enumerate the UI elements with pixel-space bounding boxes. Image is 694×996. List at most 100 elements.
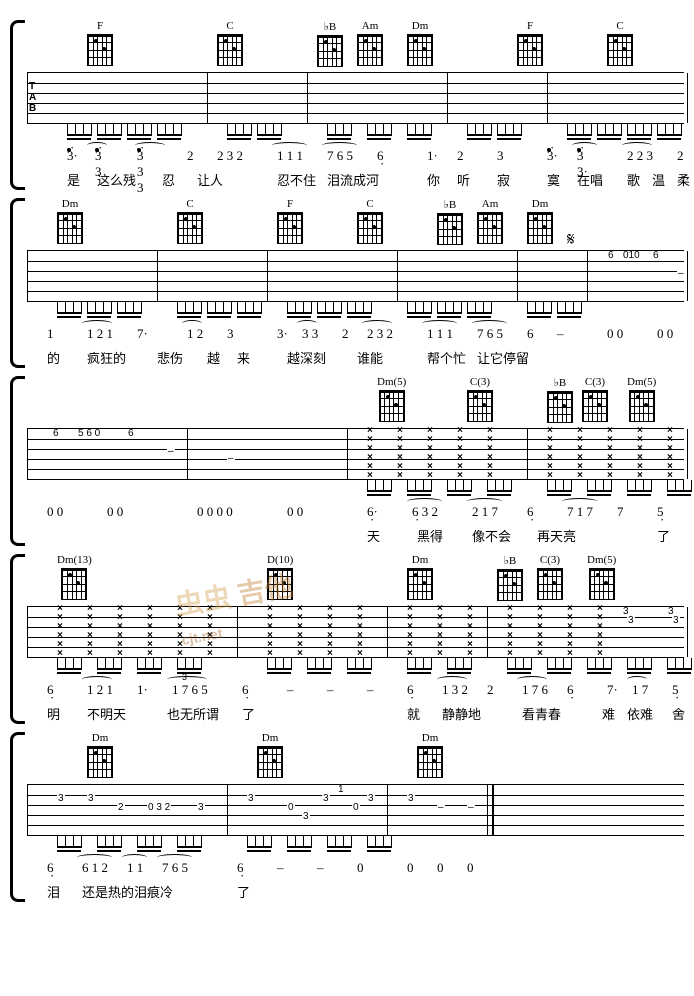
lyric: 黑得: [417, 526, 443, 545]
chord-name: Dm(13): [57, 554, 92, 566]
notation-num: 6: [47, 860, 54, 876]
chord-grid: [437, 213, 463, 245]
lyric: 这么残: [97, 170, 136, 189]
segno: 𝄋: [567, 229, 575, 250]
lyric: 疯狂的: [87, 348, 126, 367]
chord-grid: [257, 746, 283, 778]
tie: [82, 676, 112, 683]
notation-num: 0: [357, 860, 364, 876]
chord-diagram: Am: [477, 198, 503, 244]
chord-name: Dm: [532, 198, 549, 210]
tab-note: 3: [302, 812, 310, 822]
chord-grid: [417, 746, 443, 778]
chord-grid: [547, 391, 573, 423]
lyric: 你: [427, 170, 440, 189]
notation-num: 2: [342, 326, 349, 342]
chord-diagram: F: [517, 20, 543, 66]
lyric: 难: [602, 704, 615, 723]
chord-name: Dm: [412, 20, 429, 32]
chord-name: C: [186, 198, 193, 210]
chord-diagram: Dm: [527, 198, 553, 244]
tab-note: 3: [627, 616, 635, 626]
lyric: 泪流成河: [327, 170, 379, 189]
lyric: 越: [207, 348, 220, 367]
notation-num: 7·: [607, 682, 618, 698]
chord-diagram: Dm(5): [377, 376, 406, 422]
notation-num: 6: [242, 682, 249, 698]
notation-num: 6: [47, 682, 54, 698]
chord-diagram: C(3): [582, 376, 608, 422]
notation-num: –: [277, 860, 284, 876]
notation-num: 3·: [547, 148, 551, 152]
notation-num: 7 1 7: [567, 504, 593, 520]
notation-num: 5: [672, 682, 679, 698]
chord-diagram: ♭B: [547, 376, 573, 423]
tab-note: 3: [57, 794, 65, 804]
notation-num: 6·: [367, 504, 378, 520]
tab-note: 0 3 2: [147, 803, 171, 813]
notation-num: 1 7 6 5: [172, 682, 208, 698]
notation-num: 1 7 6: [522, 682, 548, 698]
chord-diagram: ♭B: [317, 20, 343, 67]
lyric: 依难: [627, 704, 653, 723]
tie: [437, 676, 467, 683]
lyric: 不明天: [87, 704, 126, 723]
chord-grid: [379, 390, 405, 422]
tie: [407, 498, 442, 505]
lyric: 还是热的泪痕冷: [82, 882, 173, 901]
chord-grid: [277, 212, 303, 244]
chord-diagram: Dm: [407, 20, 433, 66]
notation-num: 2: [187, 148, 194, 164]
lyric: 悲伤: [157, 348, 183, 367]
notation-num: 0 0: [47, 504, 63, 520]
tab-note: 6: [652, 251, 660, 261]
lyric-row: 的疯狂的悲伤越来越深刻谁能帮个忙让它停留: [27, 348, 684, 368]
notation-num: 0: [467, 860, 474, 876]
chord-grid: [57, 212, 83, 244]
lyric: 了: [242, 704, 255, 723]
tab-staff: 60106–𝄋: [27, 250, 684, 302]
tie: [122, 854, 147, 861]
notation-num: 1 7: [632, 682, 648, 698]
chord-row: F C ♭B Am Dm F C: [27, 20, 684, 70]
lyric: 天: [367, 526, 380, 545]
chord-grid: [582, 390, 608, 422]
notation-num: 6 1 2: [82, 860, 108, 876]
chord-name: Dm: [62, 198, 79, 210]
tab-note: 6: [127, 429, 135, 439]
lyric: 在唱: [577, 170, 603, 189]
chord-diagram: Dm(5): [587, 554, 616, 600]
chord-row: Dm Dm Dm: [27, 732, 684, 782]
chord-name: Dm: [92, 732, 109, 744]
tie: [422, 320, 457, 327]
chord-diagram: C: [607, 20, 633, 66]
tie: [517, 676, 547, 683]
chord-name: F: [287, 198, 293, 210]
lyric: 忍: [162, 170, 175, 189]
notation-num: –: [367, 682, 374, 698]
chord-grid: [177, 212, 203, 244]
chord-diagram: Dm: [57, 198, 83, 244]
notation-num: 6: [407, 682, 414, 698]
chord-grid: [217, 34, 243, 66]
tie: [572, 142, 597, 149]
notation-num: 2 3 2: [217, 148, 243, 164]
chord-name: Am: [362, 20, 379, 32]
chord-grid: [407, 568, 433, 600]
tab-note: 3: [322, 794, 330, 804]
chord-grid: [357, 34, 383, 66]
tie: [157, 854, 192, 861]
notation-num: 1·: [137, 682, 148, 698]
notation-num: 6: [377, 148, 384, 164]
lyric: 来: [237, 348, 250, 367]
tie: [135, 142, 165, 149]
lyric: 歌: [627, 170, 640, 189]
chord-grid: [477, 212, 503, 244]
notation-num: 1 2 1: [87, 326, 113, 342]
tab-note: 3: [247, 794, 255, 804]
chord-diagram: Dm: [257, 732, 283, 778]
chord-grid: [357, 212, 383, 244]
tab-note: 3: [367, 794, 375, 804]
chord-name: Dm(5): [587, 554, 616, 566]
tab-note: 010: [622, 251, 641, 261]
